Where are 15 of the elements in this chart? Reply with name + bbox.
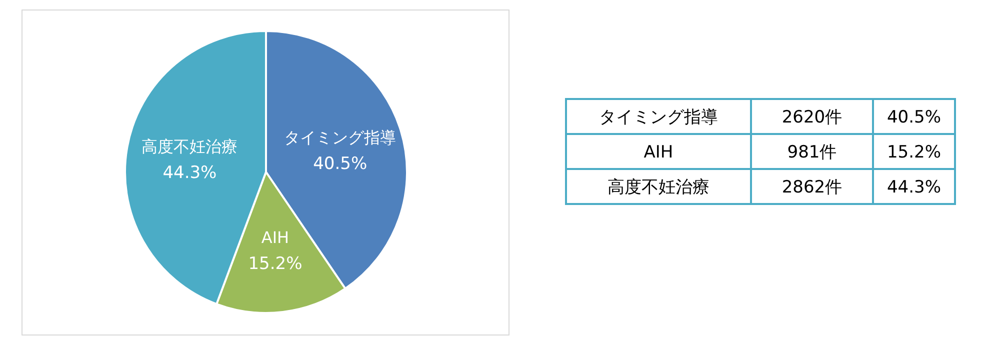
- slice-label: AIH: [261, 228, 290, 247]
- data-label: 15.2%: [248, 254, 302, 274]
- text: 15.2%: [886, 142, 942, 162]
- text: 981件: [787, 142, 837, 162]
- text: 2862件: [782, 178, 842, 198]
- slice-label: 高度不妊治療: [142, 137, 238, 156]
- text: 44.3%: [886, 178, 942, 198]
- text: タイミング指導: [599, 108, 718, 128]
- data-label: 40.5%: [313, 154, 368, 174]
- text: 高度不妊治療: [608, 178, 710, 198]
- slice-label: タイミング指導: [284, 128, 396, 148]
- text: AIH: [644, 142, 674, 162]
- text: 2620件: [782, 108, 842, 128]
- text: 40.5%: [886, 108, 942, 128]
- data-label: 44.3%: [162, 163, 217, 184]
